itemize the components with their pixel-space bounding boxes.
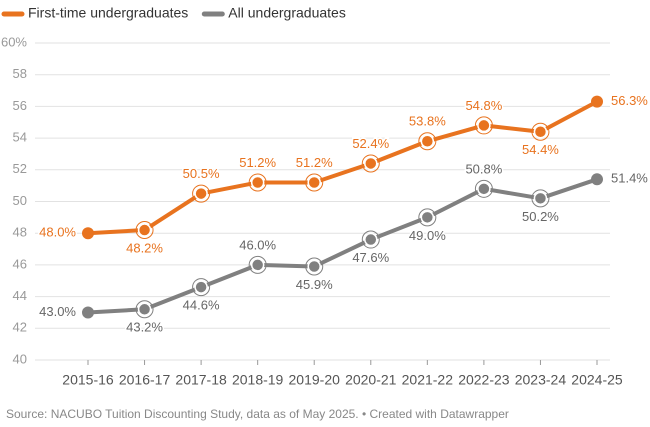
data-label: 50.5%: [183, 166, 220, 181]
data-label: 44.6%: [183, 298, 220, 313]
series-line: [87, 99, 598, 236]
data-label: 56.3%: [611, 93, 648, 108]
marker: [591, 95, 603, 108]
marker: [364, 232, 378, 247]
data-label: 45.9%: [296, 277, 333, 292]
data-label: 47.6%: [352, 250, 389, 265]
series-line: [87, 177, 598, 315]
marker-ring: [248, 255, 267, 274]
source-note: Source: NACUBO Tuition Discounting Study…: [6, 407, 509, 421]
data-label: 50.8%: [465, 161, 502, 176]
marker: [591, 173, 603, 186]
x-tick-label: 2020-21: [345, 372, 397, 388]
marker-ring: [192, 278, 211, 297]
marker-ring: [361, 154, 380, 173]
marker-ring: [418, 208, 437, 227]
marker-ring: [531, 189, 550, 208]
data-label: 51.2%: [239, 155, 276, 170]
marker: [307, 259, 321, 274]
y-tick-label: 50: [13, 193, 27, 208]
marker-ring: [135, 221, 154, 240]
marker-ring: [192, 184, 211, 203]
marker-ring: [361, 230, 380, 249]
data-label: 52.4%: [352, 136, 389, 151]
y-tick-label: 44: [13, 288, 27, 303]
marker: [137, 302, 152, 317]
data-label: 53.8%: [409, 114, 446, 129]
data-label: 51.2%: [296, 155, 333, 170]
data-label: 54.4%: [522, 142, 559, 157]
marker: [137, 223, 152, 237]
marker: [82, 306, 94, 319]
data-label: 48.0%: [39, 225, 76, 240]
y-tick-label: 40: [13, 351, 27, 366]
x-tick-label: 2017-18: [175, 372, 227, 388]
data-label: 46.0%: [239, 237, 276, 252]
y-tick-label: 60%: [1, 34, 27, 49]
x-tick-label: 2021-22: [402, 372, 454, 388]
legend-label: All undergraduates: [228, 5, 346, 21]
marker: [420, 210, 435, 225]
marker-ring: [248, 173, 267, 192]
y-tick-label: 56: [13, 98, 27, 113]
marker-ring: [474, 116, 493, 135]
legend-label: First-time undergraduates: [28, 5, 188, 21]
data-label: 48.2%: [126, 240, 163, 255]
marker-ring: [418, 132, 437, 151]
y-tick-label: 58: [13, 66, 27, 81]
data-label: 50.2%: [522, 209, 559, 224]
marker: [307, 175, 321, 190]
x-tick-label: 2018-19: [232, 372, 284, 388]
marker: [533, 191, 548, 206]
marker-ring: [474, 179, 493, 198]
marker-ring: [305, 257, 324, 276]
x-tick-label: 2016-17: [119, 372, 171, 388]
data-label: 43.0%: [39, 304, 76, 319]
marker: [82, 227, 94, 240]
marker: [194, 280, 208, 294]
marker: [194, 186, 208, 201]
data-label: 43.2%: [126, 320, 163, 335]
x-tick-label: 2015-16: [62, 372, 114, 388]
x-tick-label: 2019-20: [289, 372, 341, 388]
marker-ring: [305, 173, 324, 192]
marker-ring: [135, 300, 154, 319]
marker: [364, 156, 378, 171]
marker: [477, 118, 491, 133]
x-tick-label: 2024-25: [571, 372, 623, 388]
x-tick-label: 2023-24: [515, 372, 567, 388]
data-label: 49.0%: [409, 228, 446, 243]
marker: [250, 258, 265, 272]
marker: [533, 125, 548, 139]
x-tick-label: 2022-23: [458, 372, 510, 388]
y-tick-label: 46: [13, 256, 27, 271]
marker-ring: [531, 122, 550, 141]
marker: [250, 175, 265, 190]
y-tick-label: 52: [13, 161, 27, 176]
y-tick-label: 54: [13, 130, 27, 145]
data-label: 54.8%: [465, 98, 502, 113]
y-tick-label: 48: [13, 225, 27, 240]
y-tick-label: 42: [13, 320, 27, 335]
marker: [477, 182, 491, 196]
marker: [420, 134, 435, 149]
data-label: 51.4%: [611, 171, 648, 186]
